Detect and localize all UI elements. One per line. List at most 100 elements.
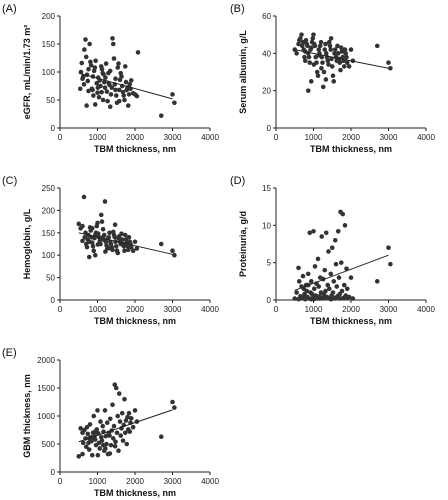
data-point [312, 43, 318, 49]
data-point [313, 54, 319, 60]
data-point [306, 54, 312, 60]
data-point [127, 82, 133, 87]
data-point [98, 419, 103, 424]
x-axis-label: TBM thickness, nm [310, 316, 392, 326]
data-point [320, 60, 325, 65]
data-point [170, 399, 175, 405]
data-point [80, 440, 86, 446]
data-point [83, 37, 88, 42]
data-point [88, 62, 94, 68]
x-tick-label: 4000 [201, 305, 219, 314]
data-point [105, 98, 110, 104]
y-tick-label: 2000 [37, 356, 55, 365]
data-point [90, 87, 95, 93]
data-point [296, 296, 301, 302]
data-point [335, 51, 341, 56]
y-axis-label: GBM thickness, nm [22, 374, 32, 458]
data-point [125, 103, 131, 108]
data-point [308, 279, 314, 284]
data-point [126, 92, 132, 97]
y-tick-label: 20 [262, 87, 271, 96]
data-point [91, 413, 97, 419]
data-point [330, 73, 336, 79]
x-tick-label: 4000 [201, 477, 219, 486]
data-point [374, 43, 380, 49]
data-point [323, 51, 329, 56]
data-point [80, 238, 85, 244]
data-point [299, 32, 304, 37]
data-point [86, 88, 91, 94]
data-point [344, 54, 349, 60]
data-point [326, 249, 331, 254]
data-point [327, 43, 333, 49]
data-point [110, 41, 116, 47]
data-point [374, 279, 380, 284]
y-axis-label: Proteinuria, g/d [238, 211, 248, 277]
data-point [95, 231, 101, 236]
x-tick-label: 2000 [342, 305, 360, 314]
data-point [294, 51, 299, 56]
data-point [134, 246, 140, 251]
data-point [116, 87, 122, 93]
data-point [93, 58, 98, 64]
data-point [332, 47, 338, 52]
data-point [316, 284, 322, 289]
data-point [294, 290, 299, 295]
data-point [348, 275, 354, 280]
data-point [132, 239, 138, 245]
data-point [300, 273, 306, 279]
data-point [118, 433, 124, 438]
x-tick-label: 4000 [417, 133, 435, 142]
data-point [329, 64, 335, 69]
data-point [112, 234, 118, 240]
data-point [325, 282, 331, 288]
data-point [316, 296, 322, 301]
data-point [128, 415, 134, 421]
data-point [338, 45, 344, 51]
data-point [305, 43, 310, 49]
data-point [325, 58, 331, 64]
data-point [333, 261, 339, 267]
data-point [97, 446, 103, 451]
data-point [89, 240, 95, 245]
data-point [113, 93, 119, 98]
data-point [344, 295, 350, 301]
data-point [110, 36, 115, 41]
data-point [121, 243, 127, 249]
data-point [107, 230, 112, 236]
data-point [126, 234, 132, 240]
y-tick-label: 100 [42, 68, 56, 77]
data-point [342, 47, 348, 52]
data-point [90, 243, 96, 249]
x-tick-label: 1000 [305, 133, 323, 142]
data-point [106, 234, 112, 240]
data-point [307, 60, 313, 65]
data-point [331, 79, 337, 84]
data-point [311, 286, 317, 292]
data-point [170, 248, 175, 254]
data-point [94, 80, 100, 86]
data-point [108, 442, 114, 448]
data-point [87, 41, 92, 47]
data-point [320, 84, 326, 90]
y-tick-label: 200 [42, 12, 56, 21]
data-point [91, 248, 97, 254]
data-point [341, 64, 347, 69]
y-tick-label: 0 [51, 124, 56, 133]
data-point [80, 223, 85, 229]
data-point [328, 271, 334, 277]
x-tick-label: 2000 [126, 477, 144, 486]
data-point [317, 43, 323, 49]
data-point [103, 75, 108, 80]
x-tick-label: 0 [58, 477, 63, 486]
data-point [83, 54, 89, 60]
data-point [128, 244, 134, 250]
data-point [331, 279, 337, 284]
x-tick-label: 2000 [126, 305, 144, 314]
data-point [89, 226, 95, 231]
x-tick-label: 4000 [417, 305, 435, 314]
x-axis-label: TBM thickness, nm [94, 316, 176, 326]
y-tick-label: 10 [262, 221, 271, 230]
x-tick-label: 3000 [380, 133, 398, 142]
data-point [76, 454, 82, 459]
